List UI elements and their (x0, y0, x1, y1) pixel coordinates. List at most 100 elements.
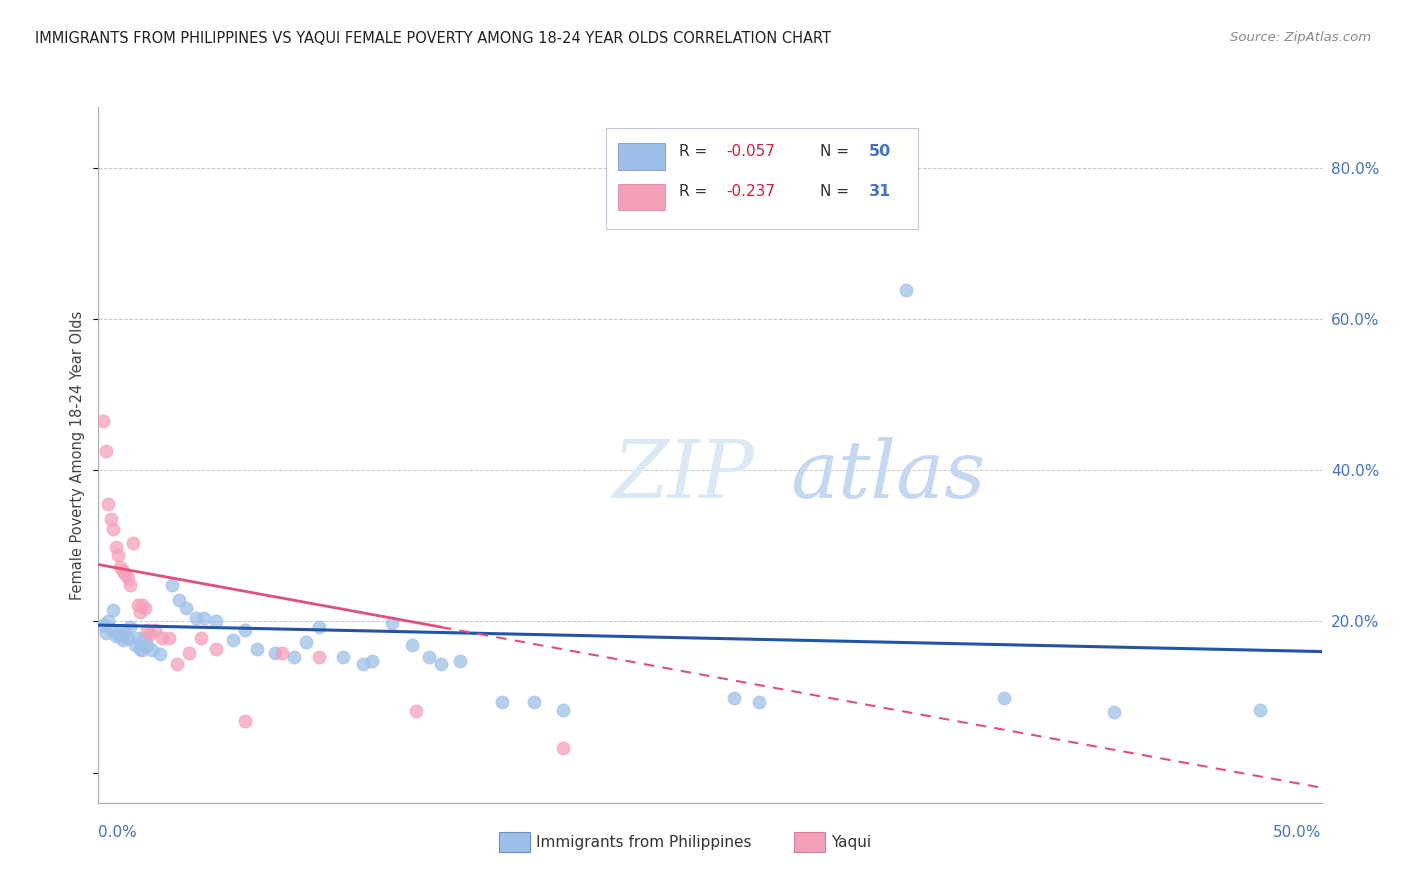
Point (176, 600, 198, 615)
Point (233, 714, 256, 728)
Point (430, 657, 453, 672)
Text: Yaqui: Yaqui (831, 835, 872, 849)
Text: 0.0%: 0.0% (98, 825, 138, 840)
Bar (619, 184, 665, 210)
Point (283, 649, 305, 664)
Y-axis label: Female Poverty Among 18-24 Year Olds: Female Poverty Among 18-24 Year Olds (70, 310, 86, 599)
Point (308, 619, 330, 633)
Point (121, 536, 143, 550)
Point (120, 620, 142, 634)
Text: 50: 50 (869, 144, 891, 159)
Point (332, 649, 354, 664)
Point (748, 695, 770, 709)
Point (124, 639, 146, 653)
Point (401, 639, 423, 653)
Text: -0.237: -0.237 (725, 185, 775, 199)
Point (94, 444, 117, 458)
Point (120, 578, 142, 592)
Point (136, 639, 159, 653)
Point (141, 643, 163, 657)
Point (1102, 705, 1125, 719)
Point (91, 618, 114, 632)
Point (104, 629, 127, 643)
Text: -0.057: -0.057 (725, 144, 775, 159)
Point (131, 643, 153, 657)
Point (110, 559, 132, 574)
Point (136, 624, 159, 638)
Point (167, 593, 190, 607)
Text: 50.0%: 50.0% (1274, 825, 1322, 840)
Point (450, 654, 472, 668)
Point (361, 654, 384, 668)
Point (131, 598, 153, 612)
Text: Source: ZipAtlas.com: Source: ZipAtlas.com (1230, 31, 1371, 45)
Text: atlas: atlas (790, 437, 986, 515)
Point (205, 615, 228, 629)
Text: R =: R = (679, 185, 713, 199)
Point (186, 610, 208, 624)
Point (295, 634, 318, 648)
Point (233, 624, 256, 638)
Point (523, 695, 546, 709)
Point (1249, 703, 1271, 717)
Point (270, 646, 294, 660)
Point (127, 631, 149, 645)
Point (94, 625, 117, 640)
Point (246, 642, 269, 657)
Point (193, 610, 215, 624)
Point (405, 704, 427, 718)
Point (134, 631, 156, 645)
Text: ZIP: ZIP (612, 437, 754, 515)
Text: N =: N = (820, 144, 853, 159)
Point (263, 646, 285, 660)
Text: N =: N = (820, 185, 853, 199)
Point (143, 624, 166, 638)
Point (101, 603, 124, 617)
Point (91, 414, 114, 428)
Point (150, 631, 173, 645)
Point (129, 642, 152, 657)
Point (100, 622, 122, 636)
Point (553, 740, 575, 755)
Text: Immigrants from Philippines: Immigrants from Philippines (536, 835, 751, 849)
Point (177, 646, 200, 660)
Point (111, 564, 134, 578)
Point (127, 598, 149, 612)
Point (107, 625, 129, 640)
Point (894, 283, 917, 297)
Point (352, 657, 374, 672)
Point (157, 631, 180, 645)
Point (111, 633, 134, 648)
Text: IMMIGRANTS FROM PHILIPPINES VS YAQUI FEMALE POVERTY AMONG 18-24 YEAR OLDS CORREL: IMMIGRANTS FROM PHILIPPINES VS YAQUI FEM… (35, 31, 831, 46)
Point (166, 657, 188, 672)
Point (308, 649, 330, 664)
Point (100, 512, 122, 526)
FancyBboxPatch shape (606, 128, 918, 229)
Point (107, 548, 129, 562)
Point (114, 567, 136, 582)
Point (104, 540, 127, 554)
Point (139, 627, 162, 641)
Text: R =: R = (679, 144, 713, 159)
Text: 31: 31 (869, 185, 891, 199)
Bar (619, 144, 665, 169)
Point (160, 578, 183, 592)
Point (149, 647, 172, 661)
Point (993, 691, 1015, 706)
Point (110, 629, 132, 643)
Point (723, 691, 745, 706)
Point (117, 571, 139, 585)
Point (491, 695, 513, 709)
Point (97, 615, 120, 629)
Point (222, 633, 245, 648)
Point (205, 642, 228, 657)
Point (381, 615, 404, 630)
Point (101, 522, 124, 536)
Point (190, 631, 212, 645)
Point (97, 497, 120, 511)
Point (134, 601, 156, 615)
Point (418, 649, 440, 664)
Point (114, 625, 136, 640)
Point (553, 703, 575, 717)
Point (117, 631, 139, 645)
